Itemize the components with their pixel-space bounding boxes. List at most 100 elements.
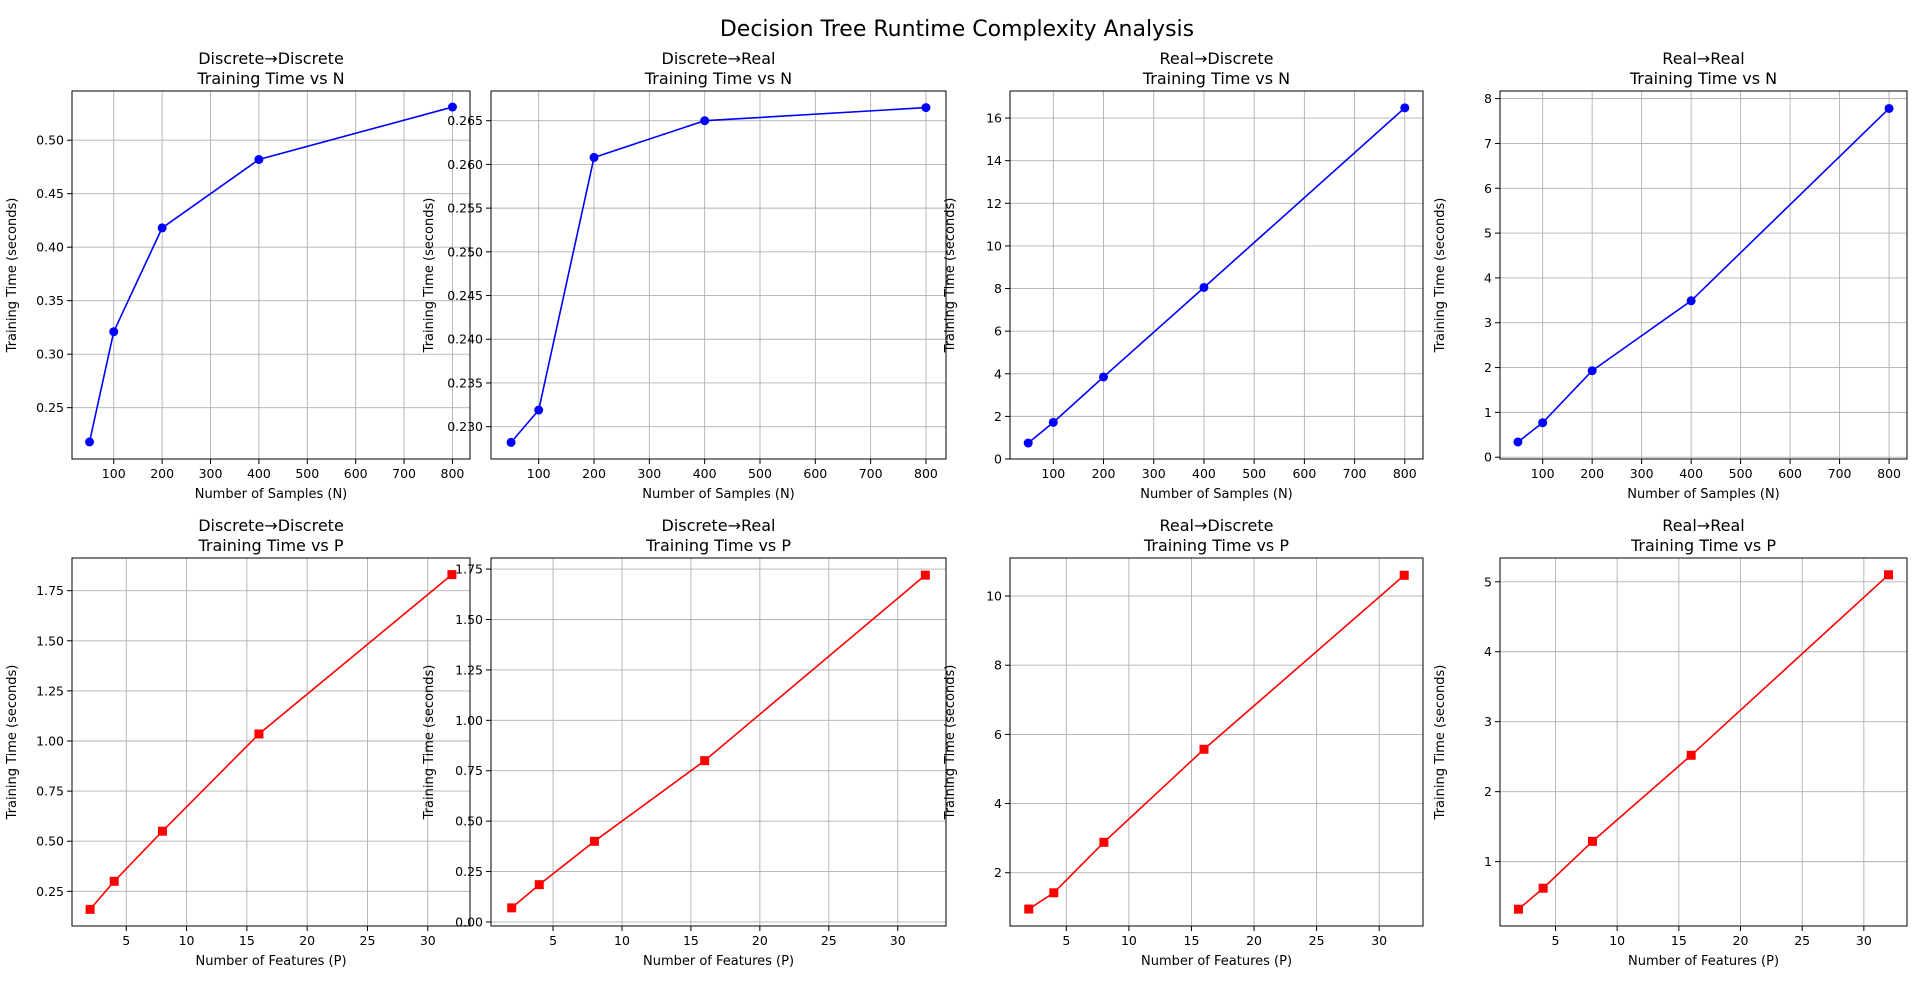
data-point xyxy=(1099,372,1109,382)
x-tick-label: 400 xyxy=(693,466,717,481)
x-tick-label: 800 xyxy=(1877,466,1901,481)
y-axis-label: Training Time (seconds) xyxy=(5,665,20,821)
series-line xyxy=(88,106,453,443)
x-tick-label: 500 xyxy=(1242,466,1266,481)
x-tick-label: 100 xyxy=(527,466,551,481)
x-axis-label: Number of Features (P) xyxy=(643,954,794,969)
y-axis-label: Training Time (seconds) xyxy=(1433,198,1448,354)
x-tick-label: 30 xyxy=(890,933,906,948)
series-line xyxy=(1027,107,1406,444)
y-tick-label: 6 xyxy=(994,727,1002,742)
data-point xyxy=(157,223,167,233)
x-tick-label: 700 xyxy=(1828,466,1852,481)
y-tick-label: 4 xyxy=(994,366,1002,381)
data-point xyxy=(1048,417,1058,427)
data-point xyxy=(1399,570,1409,580)
subplot-title-line: Training Time vs P xyxy=(1630,536,1776,555)
x-tick-label: 30 xyxy=(1856,933,1872,948)
y-tick-label: 0.35 xyxy=(36,293,64,308)
data-point xyxy=(1199,744,1209,754)
x-tick-label: 20 xyxy=(752,933,768,948)
plot-frame xyxy=(490,90,947,460)
x-tick-label: 20 xyxy=(1246,933,1262,948)
y-tick-label: 3 xyxy=(1484,315,1492,330)
series-line xyxy=(1028,574,1405,910)
x-tick-label: 700 xyxy=(1343,466,1367,481)
y-tick-label: 0.75 xyxy=(455,763,483,778)
x-tick-label: 25 xyxy=(1794,933,1810,948)
x-tick-label: 300 xyxy=(1630,466,1654,481)
data-point xyxy=(254,154,264,164)
x-axis-label: Number of Features (P) xyxy=(195,954,346,969)
plot-frame xyxy=(71,557,471,927)
data-point xyxy=(1686,750,1696,760)
y-tick-label: 14 xyxy=(986,153,1002,168)
x-tick-label: 100 xyxy=(1531,466,1555,481)
y-tick-label: 0.265 xyxy=(447,113,483,128)
y-tick-label: 5 xyxy=(1484,226,1492,241)
figure-title: Decision Tree Runtime Complexity Analysi… xyxy=(720,17,1194,42)
x-tick-label: 5 xyxy=(1062,933,1070,948)
x-tick-label: 200 xyxy=(1092,466,1116,481)
y-tick-label: 0.25 xyxy=(36,400,64,415)
y-tick-label: 0.45 xyxy=(36,186,64,201)
data-point xyxy=(700,116,710,126)
y-tick-label: 1.00 xyxy=(36,733,64,748)
subplot-title-line: Real→Discrete xyxy=(1160,49,1274,68)
y-tick-label: 1.75 xyxy=(36,583,64,598)
x-tick-label: 700 xyxy=(392,466,416,481)
x-tick-label: 15 xyxy=(239,933,255,948)
x-tick-label: 5 xyxy=(549,933,557,948)
y-axis-label: Training Time (seconds) xyxy=(422,665,437,821)
y-tick-label: 10 xyxy=(986,238,1002,253)
subplot-title-line: Training Time vs P xyxy=(1143,536,1289,555)
x-axis-label: Number of Features (P) xyxy=(1141,954,1292,969)
data-point xyxy=(1538,883,1548,893)
data-point xyxy=(254,729,264,739)
y-tick-label: 1 xyxy=(1484,854,1492,869)
y-axis-label: Training Time (seconds) xyxy=(5,198,20,354)
data-point xyxy=(700,756,710,766)
y-tick-label: 0 xyxy=(994,452,1002,467)
subplot-title-line: Training Time vs P xyxy=(198,536,344,555)
subplot-title-line: Real→Real xyxy=(1662,516,1744,535)
y-tick-label: 1.00 xyxy=(455,713,483,728)
x-tick-label: 10 xyxy=(1609,933,1625,948)
data-point xyxy=(1588,836,1597,846)
x-tick-label: 700 xyxy=(859,466,883,481)
y-tick-label: 0.230 xyxy=(447,419,483,434)
x-tick-label: 5 xyxy=(1552,933,1560,948)
y-tick-label: 6 xyxy=(1484,181,1492,196)
x-tick-label: 600 xyxy=(1292,466,1316,481)
x-tick-label: 600 xyxy=(1778,466,1802,481)
x-tick-label: 5 xyxy=(122,933,130,948)
y-tick-label: 16 xyxy=(986,111,1002,126)
data-point xyxy=(1023,438,1033,448)
y-tick-label: 1.75 xyxy=(455,562,483,577)
y-tick-label: 8 xyxy=(1484,91,1492,106)
y-axis-label: Training Time (seconds) xyxy=(1433,665,1448,821)
data-point xyxy=(1514,904,1523,914)
y-tick-label: 7 xyxy=(1484,136,1492,151)
data-point xyxy=(1049,888,1059,898)
series-line xyxy=(1517,574,1890,910)
subplot-title-line: Training Time vs N xyxy=(196,69,344,88)
y-tick-label: 0.50 xyxy=(36,834,64,849)
x-tick-label: 20 xyxy=(299,933,315,948)
subplot-title-line: Training Time vs N xyxy=(644,69,792,88)
subplot-title-line: Training Time vs N xyxy=(1629,69,1777,88)
data-point xyxy=(1099,837,1109,847)
series-line xyxy=(1517,107,1890,443)
x-tick-label: 500 xyxy=(1729,466,1753,481)
x-tick-label: 300 xyxy=(199,466,223,481)
x-tick-label: 15 xyxy=(1184,933,1200,948)
y-tick-label: 2 xyxy=(994,865,1002,880)
y-tick-label: 0.25 xyxy=(455,864,483,879)
data-point xyxy=(85,904,95,914)
